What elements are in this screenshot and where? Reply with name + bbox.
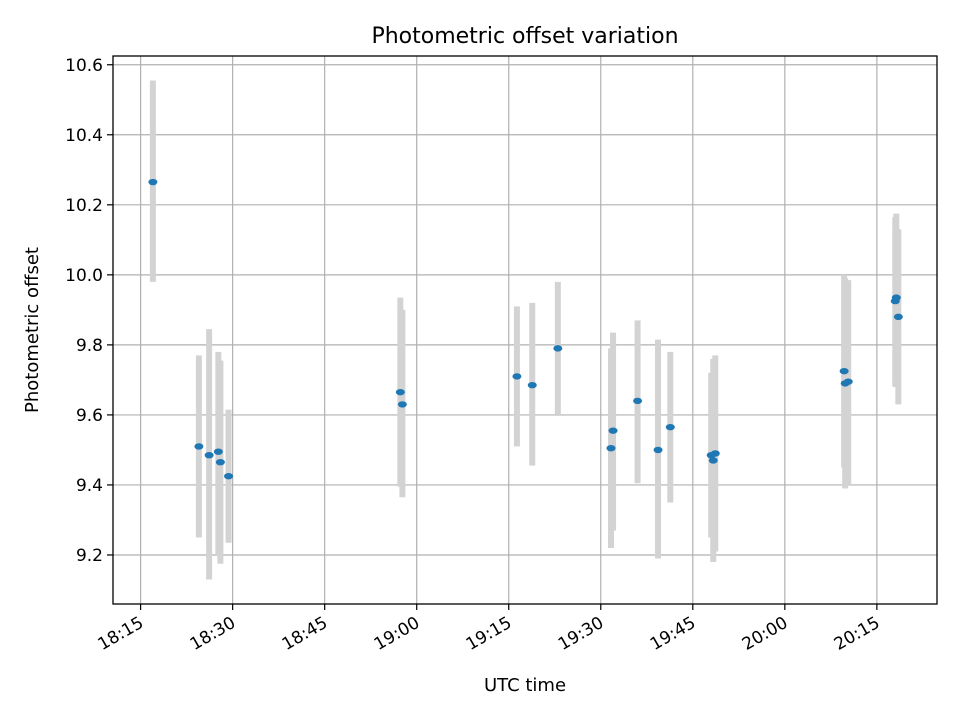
y-tick-label: 10.0 bbox=[65, 266, 103, 286]
x-tick-label: 19:00 bbox=[371, 613, 423, 655]
y-tick-label: 10.2 bbox=[65, 196, 103, 216]
x-tick-label: 19:30 bbox=[555, 613, 607, 655]
data-point bbox=[397, 401, 407, 408]
data-point bbox=[893, 313, 903, 321]
x-tick-label: 20:15 bbox=[831, 613, 883, 655]
data-point bbox=[633, 397, 643, 405]
data-point bbox=[204, 451, 214, 459]
data-point bbox=[224, 472, 234, 480]
x-tick-label: 19:45 bbox=[647, 613, 699, 655]
data-point bbox=[512, 373, 522, 380]
y-tick-label: 9.8 bbox=[76, 336, 103, 356]
data-point bbox=[839, 367, 849, 375]
tick-layer: 18:15 18:30 18:45 19:00 19:15 19:30 19:45 20:00… bbox=[65, 56, 883, 655]
x-tick-label: 18:30 bbox=[187, 613, 239, 655]
y-tick-label: 10.6 bbox=[65, 56, 103, 76]
data-point bbox=[665, 423, 675, 431]
data-point bbox=[710, 450, 720, 457]
grid-layer bbox=[113, 56, 937, 604]
data-point bbox=[708, 457, 718, 464]
data-point bbox=[213, 448, 223, 455]
y-axis-label: Photometric offset bbox=[22, 247, 43, 413]
point-layer bbox=[148, 178, 903, 480]
data-point bbox=[653, 446, 663, 454]
plot-frame bbox=[112, 55, 938, 605]
errorbar-layer bbox=[149, 80, 902, 580]
x-tick-label: 18:45 bbox=[279, 613, 331, 655]
data-point bbox=[194, 443, 204, 450]
data-point bbox=[891, 294, 901, 301]
x-axis-label: UTC time bbox=[484, 675, 566, 696]
data-point bbox=[608, 427, 618, 434]
data-point bbox=[395, 388, 405, 396]
x-tick-label: 18:15 bbox=[95, 613, 147, 655]
x-tick-label: 19:15 bbox=[463, 613, 515, 655]
data-point bbox=[843, 378, 853, 385]
y-tick-label: 10.4 bbox=[65, 126, 103, 146]
x-tick-label: 20:00 bbox=[739, 613, 791, 655]
y-tick-label: 9.4 bbox=[76, 476, 103, 496]
y-tick-label: 9.2 bbox=[76, 546, 103, 566]
data-point bbox=[606, 444, 616, 452]
chart-title: Photometric offset variation bbox=[371, 24, 678, 49]
data-point bbox=[148, 178, 158, 186]
data-point bbox=[215, 458, 225, 466]
y-tick-label: 9.6 bbox=[76, 406, 103, 426]
data-point bbox=[553, 345, 563, 352]
data-point bbox=[527, 381, 537, 389]
